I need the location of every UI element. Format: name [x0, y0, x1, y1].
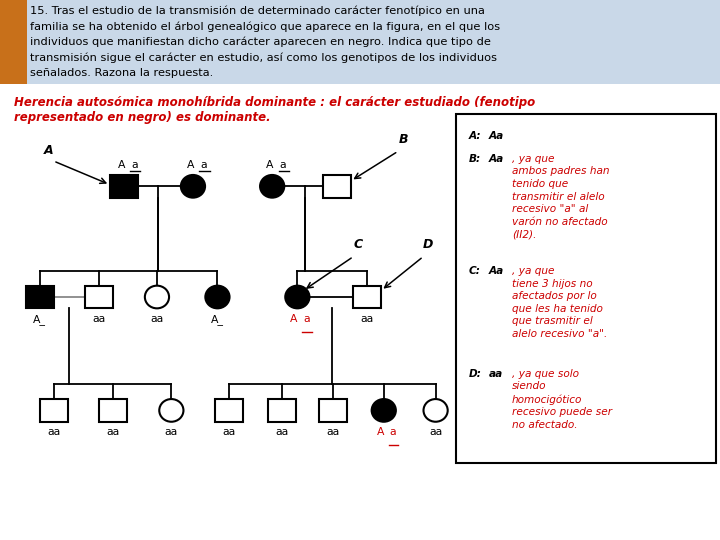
- Text: A: A: [118, 159, 129, 170]
- Text: A: A: [266, 159, 277, 170]
- Text: A: A: [290, 314, 297, 324]
- Bar: [323, 175, 351, 198]
- FancyBboxPatch shape: [456, 114, 716, 463]
- Ellipse shape: [260, 175, 284, 198]
- Text: , ya que
ambos padres han
tenido que
transmitir el alelo
recesivo "a" al
varón n: , ya que ambos padres han tenido que tra…: [512, 154, 609, 239]
- Text: Aa: Aa: [489, 154, 504, 164]
- Text: aa: aa: [222, 427, 235, 437]
- Bar: [26, 286, 53, 308]
- Bar: [354, 286, 381, 308]
- Text: familia se ha obtenido el árbol genealógico que aparece en la figura, en el que : familia se ha obtenido el árbol genealóg…: [30, 21, 500, 31]
- Text: a: a: [200, 159, 207, 170]
- Text: aa: aa: [48, 427, 60, 437]
- Text: aa: aa: [107, 427, 120, 437]
- Ellipse shape: [145, 286, 169, 308]
- Bar: [86, 286, 113, 308]
- Text: D:: D:: [469, 369, 482, 379]
- Text: individuos que manifiestan dicho carácter aparecen en negro. Indica que tipo de: individuos que manifiestan dicho carácte…: [30, 37, 491, 47]
- Text: A_: A_: [211, 314, 224, 325]
- FancyBboxPatch shape: [0, 0, 720, 84]
- Text: aa: aa: [276, 427, 289, 437]
- Ellipse shape: [285, 286, 310, 308]
- Bar: [215, 399, 243, 422]
- Text: A: A: [377, 427, 384, 437]
- Ellipse shape: [205, 286, 230, 308]
- Bar: [40, 399, 68, 422]
- Text: aa: aa: [361, 314, 374, 324]
- Text: C:: C:: [469, 266, 481, 276]
- Text: señalados. Razona la respuesta.: señalados. Razona la respuesta.: [30, 68, 214, 78]
- Ellipse shape: [181, 175, 205, 198]
- Ellipse shape: [372, 399, 396, 422]
- Text: 15. Tras el estudio de la transmisión de determinado carácter fenotípico en una: 15. Tras el estudio de la transmisión de…: [30, 5, 485, 16]
- Text: aa: aa: [489, 369, 503, 379]
- FancyBboxPatch shape: [0, 0, 27, 84]
- Ellipse shape: [423, 399, 448, 422]
- Text: A: A: [43, 144, 53, 157]
- Text: aa: aa: [326, 427, 339, 437]
- Text: a: a: [279, 159, 286, 170]
- Text: B:: B:: [469, 154, 481, 164]
- Text: B: B: [398, 133, 408, 146]
- Text: A_: A_: [33, 314, 46, 325]
- Bar: [269, 399, 296, 422]
- Text: A:: A:: [469, 131, 482, 141]
- Text: aa: aa: [150, 314, 163, 324]
- Ellipse shape: [159, 399, 184, 422]
- Text: Aa: Aa: [489, 131, 504, 141]
- Text: D: D: [423, 238, 433, 251]
- Text: aa: aa: [429, 427, 442, 437]
- Text: transmisión sigue el carácter en estudio, así como los genotipos de los individu: transmisión sigue el carácter en estudio…: [30, 52, 498, 63]
- Bar: [99, 399, 127, 422]
- Text: a: a: [390, 427, 396, 437]
- Text: , ya que solo
siendo
homocigótico
recesivo puede ser
no afectado.: , ya que solo siendo homocigótico recesi…: [512, 369, 612, 430]
- Text: representado en negro) es dominante.: representado en negro) es dominante.: [14, 111, 271, 124]
- Text: , ya que
tiene 3 hijos no
afectados por lo
que les ha tenido
que trasmitir el
al: , ya que tiene 3 hijos no afectados por …: [512, 266, 607, 339]
- Text: a: a: [303, 314, 310, 324]
- Bar: [319, 399, 346, 422]
- Text: C: C: [354, 238, 363, 251]
- Text: aa: aa: [165, 427, 178, 437]
- Text: Aa: Aa: [489, 266, 504, 276]
- Bar: [110, 175, 138, 198]
- Text: aa: aa: [93, 314, 106, 324]
- Text: A: A: [187, 159, 198, 170]
- Text: Herencia autosómica monohíbrida dominante : el carácter estudiado (fenotipo: Herencia autosómica monohíbrida dominant…: [14, 96, 536, 109]
- Text: a: a: [131, 159, 138, 170]
